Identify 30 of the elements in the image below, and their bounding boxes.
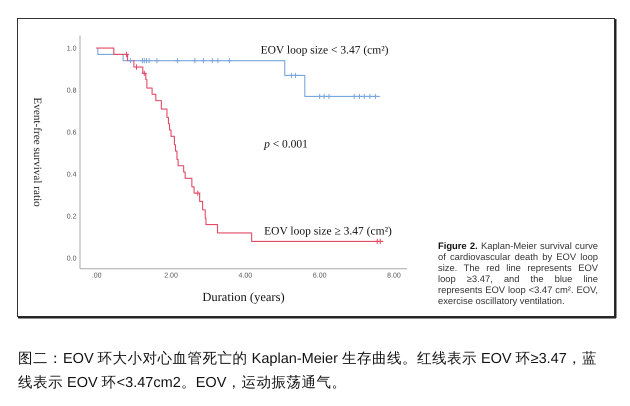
point <box>209 58 216 64</box>
point <box>356 93 363 100</box>
point <box>127 58 134 64</box>
point <box>361 93 368 100</box>
y-axis-title: Event-free survival ratio <box>31 97 43 208</box>
annotation: p < 0.001 <box>263 138 308 150</box>
point <box>321 93 328 100</box>
point <box>374 238 380 244</box>
point <box>351 93 358 100</box>
point <box>123 51 130 58</box>
series-label: EOV loop size ≥ 3.47 (cm²) <box>264 225 392 238</box>
point <box>226 58 232 64</box>
point <box>192 58 198 64</box>
series-label: EOV loop size < 3.47 (cm²) <box>260 44 389 57</box>
point <box>214 58 221 64</box>
point <box>141 70 148 76</box>
point <box>174 58 180 64</box>
x-axis-title: Duration (years) <box>202 290 285 304</box>
point <box>326 93 332 100</box>
caption: Figure 2. Kaplan-Meier survival curve of cardiovascular death by EOV loop size. The red line represents EOV loop ≥3.47, and the blue line represents EOV loop <3.47 cm². EOV, exercise oscillatory ventilation. <box>438 240 598 306</box>
point <box>194 190 201 196</box>
point <box>316 93 323 100</box>
point <box>200 58 206 64</box>
text: 图二：EOV 环大小对心血管死亡的 Kaplan-Meier 生存曲线。红线表示 EOV 环≥3.47，蓝线表示 EOV 环<3.47cm2。EOV，运动振荡通气。 <box>18 350 598 393</box>
point <box>377 238 384 244</box>
point <box>372 93 379 100</box>
point <box>154 58 160 64</box>
point <box>288 72 295 79</box>
point <box>292 72 299 79</box>
point <box>366 93 373 100</box>
